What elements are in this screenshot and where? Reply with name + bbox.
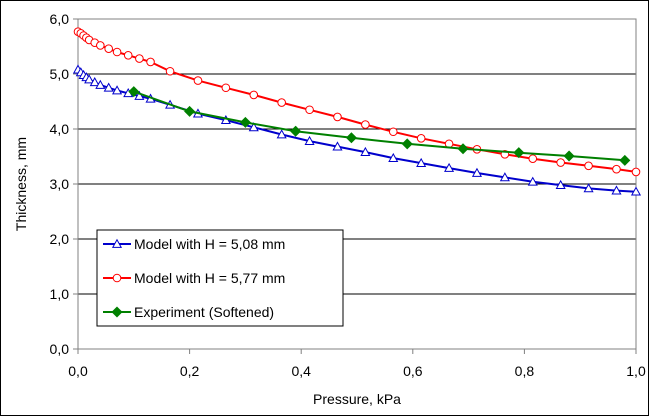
triangle-marker [84,74,95,84]
diamond-marker [401,138,413,150]
x-tick-label: 0,0 [68,363,88,379]
legend-box [96,229,344,327]
x-tick-label: 1,0 [626,363,646,379]
circle-marker [221,83,231,93]
legend: Model with H = 5,08 mm Model with H = 5,7… [96,229,344,327]
circle-marker [416,134,426,143]
y-tick-label: 1,0 [50,286,70,302]
circle-marker [612,164,621,174]
circle-marker [361,120,370,129]
triangle-marker [332,141,343,151]
triangle-marker [95,79,106,89]
diamond-marker [457,143,469,155]
circle-marker [556,158,565,167]
triangle-marker [112,85,123,95]
diamond-marker [345,132,357,144]
triangle-marker [388,152,399,163]
diamond-marker [290,125,302,137]
y-tick-label: 4,0 [50,121,70,137]
diamond-marker [111,306,123,318]
triangle-marker [471,167,483,177]
triangle-marker [611,185,622,195]
diamond-marker [184,105,196,117]
y-tick-label: 0,0 [50,341,70,357]
legend-entry: Model with H = 5,77 mm [103,270,285,286]
x-tick-label: 0,4 [291,363,311,379]
triangle-marker [583,183,594,193]
circle-marker [305,105,314,115]
circle-marker [277,98,286,107]
triangle-marker [630,186,642,196]
circle-marker [165,66,175,76]
triangle-marker [304,135,315,145]
circle-marker [388,127,398,137]
diamond-marker [239,116,251,128]
x-tick-label: 0,6 [403,363,423,379]
triangle-marker [360,146,371,156]
circle-marker [584,161,593,171]
x-tick-label: 0,8 [515,363,535,379]
circle-marker [123,51,133,60]
triangle-marker [134,90,145,100]
circle-marker [249,90,259,100]
circle-marker [112,273,122,283]
circle-marker [193,76,203,85]
triangle-marker [444,162,455,172]
y-tick-label: 6,0 [50,11,70,27]
series-layer [72,27,642,196]
y-tick-label: 3,0 [50,176,70,192]
triangle-marker [416,157,427,167]
series-line [133,90,625,162]
circle-marker [333,112,342,122]
diamond-marker [563,150,575,162]
legend-entry: Experiment (Softened) [103,304,274,320]
axis-ticks: 0,0 1,0 2,0 3,0 4,0 5,0 6,0 0,0 0,2 0,4 0,6 0,8 1,0 [50,11,646,379]
triangle-marker [527,176,538,186]
legend-label: Experiment (Softened) [134,304,274,320]
circle-marker [528,154,538,163]
triangle-marker [89,77,100,87]
diamond-marker [619,154,631,166]
circle-marker [96,41,105,50]
circle-marker [146,57,155,67]
triangle-marker [103,82,114,92]
triangle-marker [276,129,287,139]
series-2 [73,27,641,177]
y-axis-title: Thickness, mm [13,137,29,231]
diamond-marker [128,86,140,98]
circle-marker [135,54,144,63]
legend-label: Model with H = 5,77 mm [134,270,285,286]
triangle-marker [499,172,510,182]
triangle-marker [248,122,259,132]
circle-marker [112,47,122,57]
series-3 [128,86,631,166]
y-tick-label: 2,0 [50,231,70,247]
triangle-marker [555,179,566,189]
circle-marker [104,44,113,54]
triangle-marker [111,238,123,248]
x-axis-title: Pressure, kPa [313,391,401,407]
diamond-marker [513,147,525,159]
legend-label: Model with H = 5,08 mm [134,236,285,252]
legend-entry: Model with H = 5,08 mm [103,236,285,252]
circle-marker [631,167,641,177]
y-tick-label: 5,0 [50,66,70,82]
series-1 [72,64,642,196]
x-tick-label: 0,2 [180,363,200,379]
